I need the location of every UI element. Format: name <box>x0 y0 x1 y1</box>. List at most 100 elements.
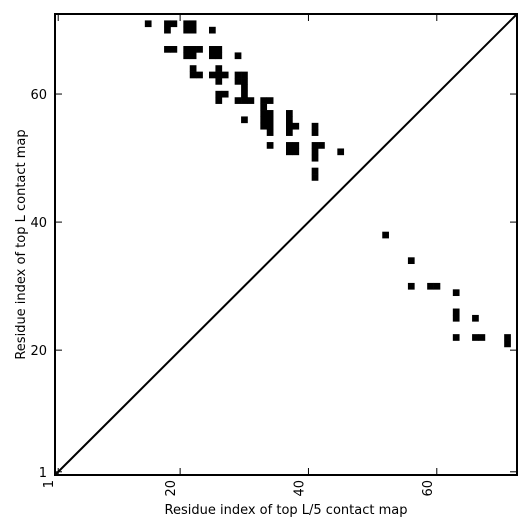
contact-cell-top-l <box>189 71 197 79</box>
contact-cell-top-l <box>234 97 242 104</box>
contact-cell-top-l5 <box>427 282 434 290</box>
contact-cell-top-l <box>260 122 268 130</box>
contact-cell-top-l5 <box>382 231 389 239</box>
contact-cell-top-l <box>170 46 178 53</box>
contact-cell-top-l <box>189 20 197 28</box>
contact-cell-top-l <box>266 116 274 124</box>
contact-cell-top-l <box>241 90 248 98</box>
contact-cell-top-l <box>286 116 293 124</box>
contact-cell-top-l <box>311 142 319 149</box>
x-tick-label: 60 <box>421 480 436 497</box>
contact-cell-top-l <box>209 52 216 60</box>
contact-cell-top-l <box>234 52 242 60</box>
contact-cell-top-l <box>286 142 293 149</box>
plot-frame <box>54 13 518 476</box>
diagonal-line <box>54 13 518 476</box>
contact-cell-top-l5 <box>472 334 479 341</box>
contact-cell-top-l <box>266 129 274 136</box>
contact-cell-top-l <box>311 129 319 136</box>
contact-cell-top-l <box>183 52 191 60</box>
contact-cell-top-l5 <box>452 334 460 341</box>
contact-cell-top-l <box>189 52 197 60</box>
contact-cell-top-l <box>311 148 319 156</box>
contact-cell-top-l <box>221 90 229 98</box>
contact-cell-top-l <box>241 84 248 92</box>
contact-cell-top-l <box>164 26 171 34</box>
y-tick-label: 60 <box>30 88 47 103</box>
contact-cell-top-l <box>241 78 248 85</box>
contact-cell-top-l <box>292 148 300 156</box>
contact-cell-top-l5 <box>433 282 441 290</box>
contact-cell-top-l <box>215 65 223 72</box>
axis-ticks: 1 20 40 60 1 20 40 60 <box>30 14 517 497</box>
x-axis-label: Residue index of top L/5 contact map <box>165 503 408 518</box>
contact-cell-top-l <box>266 122 274 130</box>
contact-cell-top-l <box>311 122 319 130</box>
contact-cell-top-l <box>144 20 152 28</box>
contact-cell-top-l5 <box>452 308 460 316</box>
contact-cell-top-l <box>311 154 319 162</box>
contact-cell-top-l <box>209 46 216 53</box>
contact-cell-top-l <box>266 110 274 117</box>
contact-cell-top-l <box>247 97 255 104</box>
contact-cell-top-l <box>164 20 171 28</box>
y-axis-label: Residue index of top L contact map <box>14 129 29 359</box>
contact-cell-top-l <box>196 71 203 79</box>
contact-cell-top-l <box>241 97 248 104</box>
contact-cell-top-l <box>196 46 203 53</box>
contact-cell-top-l <box>260 110 268 117</box>
contact-cell-top-l <box>183 26 191 34</box>
y-tick-label: 20 <box>30 344 47 359</box>
contact-cell-top-l <box>266 142 274 149</box>
x-tick-label: 20 <box>164 480 179 497</box>
contact-cell-top-l5 <box>407 257 415 265</box>
contact-cell-top-l <box>189 46 197 53</box>
contact-cell-top-l <box>241 71 248 79</box>
contact-cell-top-l <box>215 78 223 85</box>
contact-cell-top-l <box>215 71 223 79</box>
contact-cell-top-l <box>260 97 268 104</box>
contact-cell-top-l <box>209 71 216 79</box>
contact-cell-top-l <box>215 52 223 60</box>
contact-cell-top-l <box>337 148 345 156</box>
contact-cell-top-l5 <box>407 282 415 290</box>
contact-cell-top-l <box>215 90 223 98</box>
contact-cell-top-l <box>241 116 248 124</box>
contact-cell-top-l <box>311 174 319 181</box>
contact-cell-top-l <box>183 46 191 53</box>
contact-cell-top-l5 <box>478 334 486 341</box>
contact-cell-top-l <box>286 110 293 117</box>
contact-cell-top-l <box>286 122 293 130</box>
contact-cell-top-l <box>318 142 325 149</box>
contact-cell-top-l5 <box>452 314 460 322</box>
y-tick-label: 40 <box>30 216 47 231</box>
contact-cell-top-l <box>234 78 242 85</box>
contact-cell-top-l <box>164 46 171 53</box>
contact-cell-top-l <box>286 129 293 136</box>
contact-cells <box>144 20 511 348</box>
contact-cell-top-l <box>234 71 242 79</box>
contact-cell-top-l <box>209 26 216 34</box>
contact-cell-top-l <box>189 26 197 34</box>
contact-cell-top-l <box>221 71 229 79</box>
contact-cell-top-l <box>183 20 191 28</box>
contact-cell-top-l <box>260 116 268 124</box>
x-tick-label: 40 <box>292 480 307 497</box>
contact-cell-top-l <box>292 142 300 149</box>
contact-cell-top-l <box>170 20 178 28</box>
contact-cell-top-l <box>311 167 319 175</box>
contact-cell-top-l <box>266 97 274 104</box>
y-tick-label: 1 <box>39 466 47 481</box>
contact-cell-top-l5 <box>472 314 479 322</box>
x-tick-label: 1 <box>42 480 57 488</box>
contact-cell-top-l <box>189 65 197 72</box>
contact-cell-top-l5 <box>504 340 511 348</box>
contact-cell-top-l5 <box>452 289 460 297</box>
contact-cell-top-l <box>215 97 223 104</box>
contact-cell-top-l <box>215 46 223 53</box>
contact-cell-top-l <box>260 103 268 111</box>
contact-cell-top-l5 <box>504 334 511 341</box>
contact-cell-top-l <box>286 148 293 156</box>
contact-cell-top-l <box>292 122 300 130</box>
